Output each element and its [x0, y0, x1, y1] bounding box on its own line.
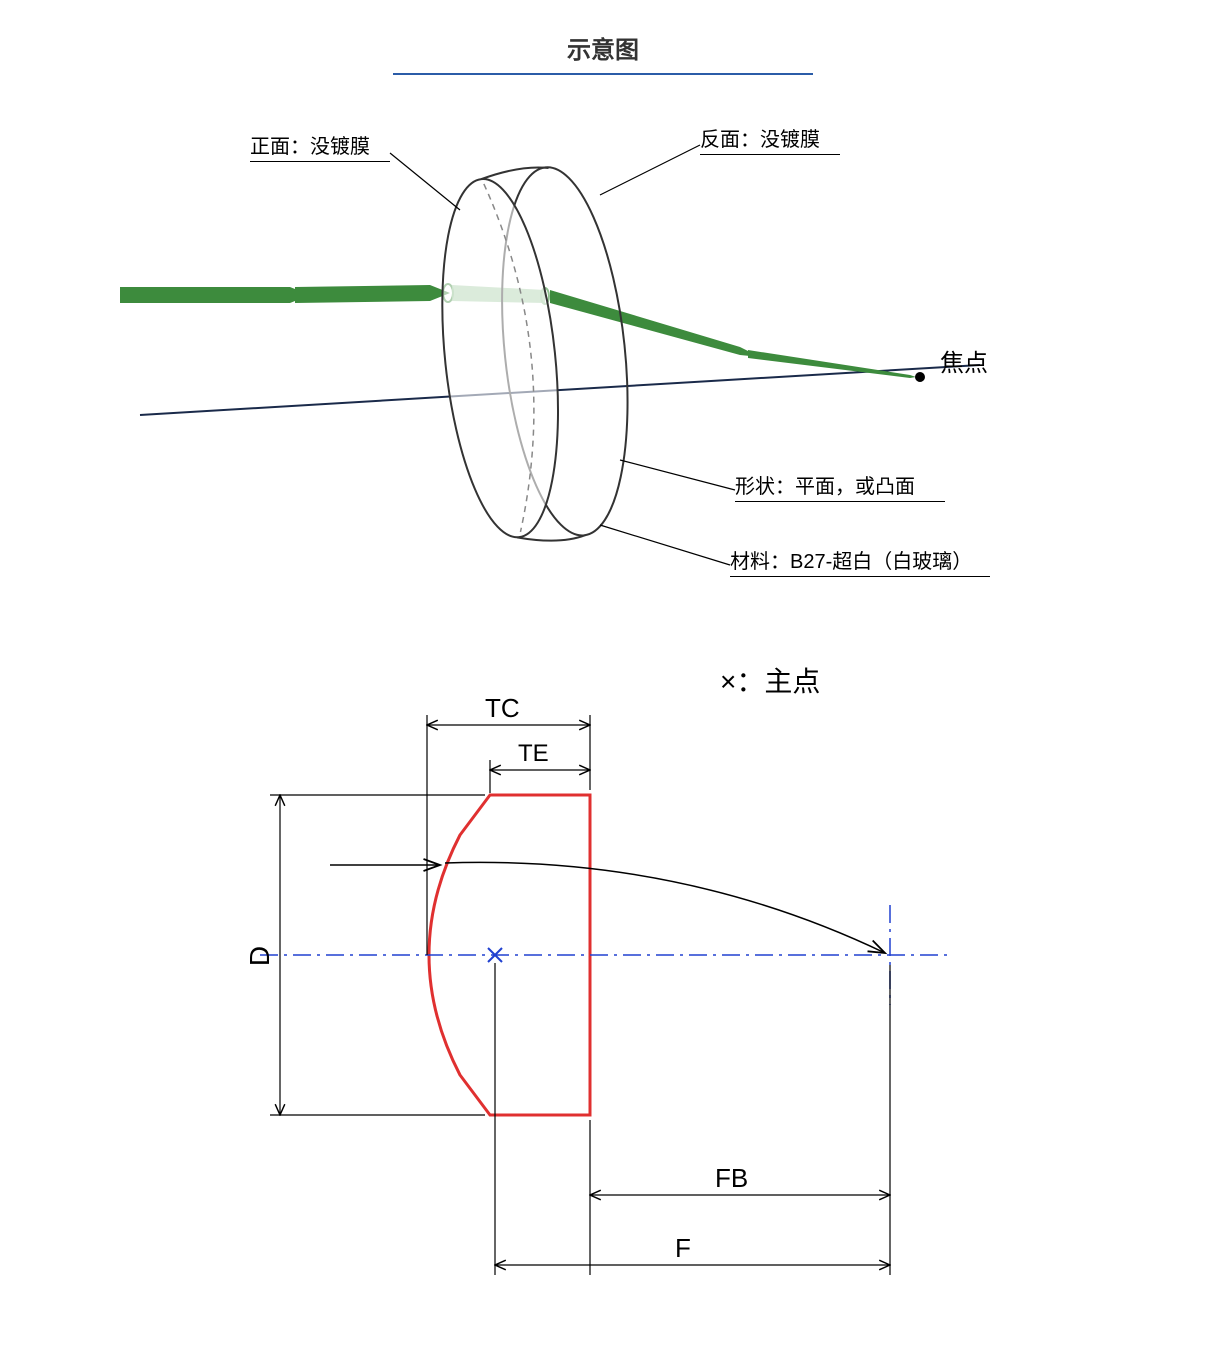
optical-axis: [140, 365, 980, 415]
bottom-diagram: ×：主点 TC TE D FB F: [0, 645, 1206, 1345]
label-material-text: 材料：B27-超白（白玻璃）: [730, 551, 972, 573]
label-FB: FB: [715, 1163, 748, 1194]
leader-material: [600, 525, 730, 565]
focal-point-dot: [915, 372, 925, 382]
label-back-coating: 反面：没镀膜: [700, 123, 840, 155]
label-shape-text: 形状：平面，或凸面: [735, 476, 915, 498]
top-diagram-svg: [0, 95, 1206, 645]
label-TE: TE: [518, 740, 549, 768]
label-focal-point: 焦点: [940, 343, 988, 378]
bottom-diagram-svg: [0, 645, 1206, 1345]
label-front-coating: 正面：没镀膜: [250, 130, 390, 162]
refracted-ray: [445, 862, 885, 953]
label-shape: 形状：平面，或凸面: [735, 470, 945, 502]
label-principal-point: ×：主点: [720, 660, 820, 700]
dim-FB: [590, 965, 890, 1275]
dim-TC: [427, 715, 590, 955]
title-underline: [393, 73, 813, 75]
top-diagram: 正面：没镀膜 反面：没镀膜 焦点 形状：平面，或凸面 材料：B27-超白（白玻璃…: [0, 95, 1206, 645]
label-material: 材料：B27-超白（白玻璃）: [730, 545, 990, 577]
label-back-coating-text: 反面：没镀膜: [700, 129, 820, 151]
leader-shape: [620, 460, 735, 490]
label-D: D: [244, 946, 276, 966]
leader-front: [390, 153, 460, 210]
lens-body: [426, 160, 644, 551]
leader-back: [600, 145, 700, 195]
label-F: F: [675, 1233, 691, 1264]
label-TC: TC: [485, 693, 520, 724]
label-front-coating-text: 正面：没镀膜: [250, 136, 370, 158]
diagram-title: 示意图: [0, 0, 1206, 65]
dim-F: [495, 963, 890, 1275]
